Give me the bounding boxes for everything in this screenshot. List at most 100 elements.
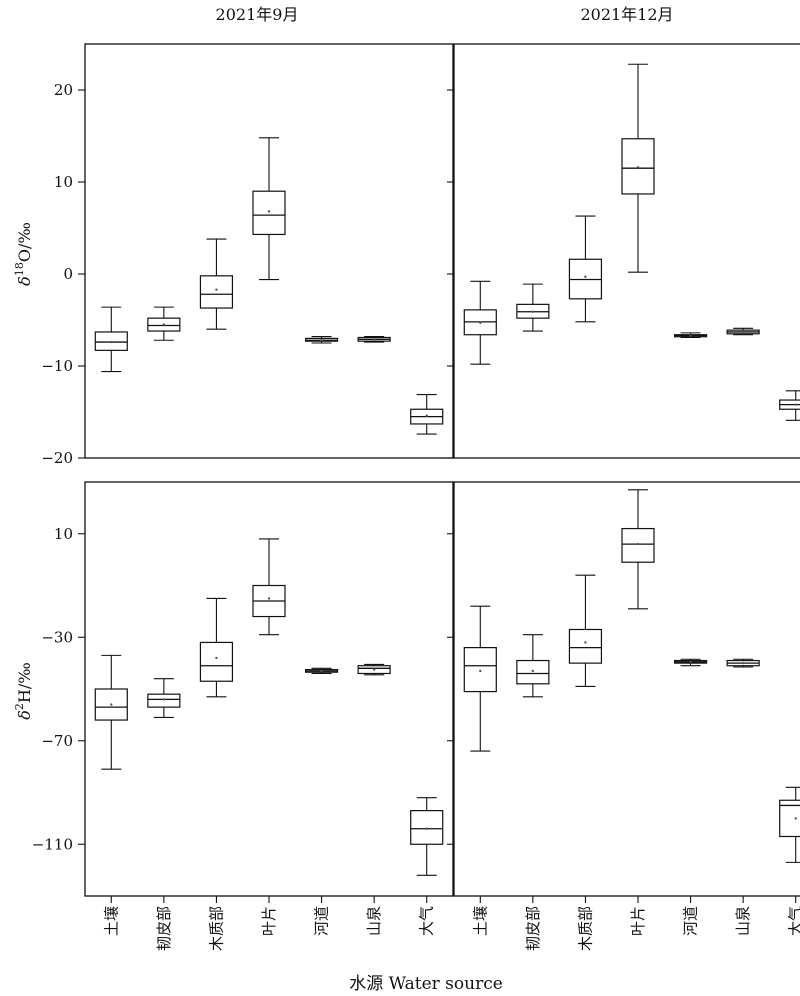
mean-marker [689, 660, 692, 664]
panels-layer: 20100−10−2010−30−70−110土壤 韧皮部 木质部 叶片 河道 山泉 大气土… [32, 43, 800, 951]
y-tick-label: 0 [63, 265, 73, 283]
mean-marker [267, 210, 271, 213]
mean-marker [425, 827, 428, 830]
x-tick-label-spring: 山泉 [365, 906, 383, 936]
box-phloem [147, 306, 181, 341]
mean-marker [215, 288, 218, 291]
column-title-september: 2021年9月 [216, 5, 299, 24]
x-tick-label-river: 河道 [313, 906, 331, 936]
mean-marker [320, 339, 323, 342]
iqr-box [621, 527, 655, 563]
box-atmosphere [779, 786, 800, 863]
mean-marker [794, 403, 797, 406]
box-xylem [199, 597, 234, 698]
x-tick-label-spring: 山泉 [734, 906, 752, 936]
panel-3: 10 −30 −70 −110 土壤 韧皮部 木质部 叶片 河道 山泉 大气 [32, 481, 454, 951]
y-tick-label: −30 [41, 628, 73, 646]
iqr-box [516, 659, 550, 685]
mean-marker [110, 340, 113, 344]
x-tick-label-leaf: 叶片 [629, 906, 647, 936]
iqr-box [568, 628, 603, 664]
mean-marker [741, 661, 745, 665]
iqr-box [779, 799, 800, 838]
x-tick-label-phloem: 韧皮部 [155, 906, 173, 951]
iqr-box [199, 641, 234, 682]
mean-marker [162, 323, 166, 326]
box-atmosphere [779, 390, 800, 421]
mean-marker [584, 275, 587, 278]
x-tick-label-soil: 土壤 [102, 906, 120, 936]
y-tick-label: −70 [41, 732, 73, 750]
box-spring [357, 663, 391, 676]
y-tick-label: −10 [41, 357, 73, 375]
box-soil [94, 306, 128, 373]
x-tick-label-soil: 土壤 [471, 906, 489, 936]
y-axis-label-d18o: δ18O/‰ [13, 222, 34, 286]
mean-marker [531, 310, 535, 313]
box-river [304, 336, 339, 344]
box-leaf [621, 63, 655, 273]
box-xylem [568, 215, 603, 323]
y-tick-label: 10 [54, 525, 73, 543]
box-leaf [252, 137, 286, 281]
x-tick-label-xylem: 木质部 [576, 906, 594, 951]
mean-marker [425, 414, 428, 417]
iqr-box [252, 190, 286, 236]
y-tick-label: 20 [54, 81, 73, 99]
mean-marker [794, 817, 797, 820]
box-river [304, 667, 339, 675]
box-leaf [621, 489, 655, 610]
x-tick-label-leaf: 叶片 [260, 906, 278, 936]
y-tick-label: −20 [41, 449, 73, 467]
plot-frame [84, 43, 454, 459]
mean-marker [479, 669, 482, 673]
x-tick-label-atmosphere: 大气 [787, 906, 800, 936]
iqr-box [463, 646, 497, 693]
box-xylem [568, 574, 603, 687]
mean-marker [741, 330, 745, 334]
mean-marker [372, 338, 376, 341]
y-axis-label-d2h: δ2H/‰ [13, 662, 34, 719]
mean-marker [110, 703, 113, 706]
box-xylem [199, 238, 234, 330]
box-river [673, 332, 708, 339]
panel-4: 土壤 韧皮部 木质部 叶片 河道 山泉 大气 [447, 481, 800, 951]
mean-marker [689, 334, 692, 337]
box-phloem [147, 678, 181, 719]
y-tick-label: −110 [32, 835, 73, 853]
mean-marker [479, 321, 482, 324]
box-atmosphere [410, 393, 444, 435]
box-river [673, 658, 708, 667]
x-tick-label-phloem: 韧皮部 [524, 906, 542, 951]
mean-marker [636, 166, 640, 169]
x-tick-label-atmosphere: 大气 [418, 906, 436, 936]
iqr-box [199, 275, 234, 309]
mean-marker [636, 542, 640, 546]
box-soil [463, 605, 497, 752]
mean-marker [531, 669, 535, 673]
box-soil [463, 280, 497, 365]
box-phloem [516, 634, 550, 698]
column-title-december: 2021年12月 [580, 5, 673, 24]
box-spring [726, 658, 760, 668]
panel-2 [447, 43, 800, 459]
box-spring [357, 336, 391, 343]
y-tick-label: 10 [54, 173, 73, 191]
panel-1: 20 10 0 −10 −20 [41, 43, 454, 467]
mean-marker [215, 656, 218, 660]
iqr-box [410, 810, 444, 845]
box-leaf [252, 538, 286, 636]
plot-frame [453, 43, 800, 459]
mean-marker [320, 669, 323, 673]
mean-marker [267, 597, 271, 600]
iqr-box [147, 693, 181, 708]
box-soil [94, 654, 128, 770]
box-atmosphere [410, 797, 444, 876]
x-tick-label-river: 河道 [682, 906, 700, 936]
mean-marker [162, 698, 166, 701]
mean-marker [372, 668, 376, 671]
x-axis-label: 水源 Water source [349, 974, 503, 994]
box-spring [726, 327, 760, 336]
mean-marker [584, 641, 587, 644]
